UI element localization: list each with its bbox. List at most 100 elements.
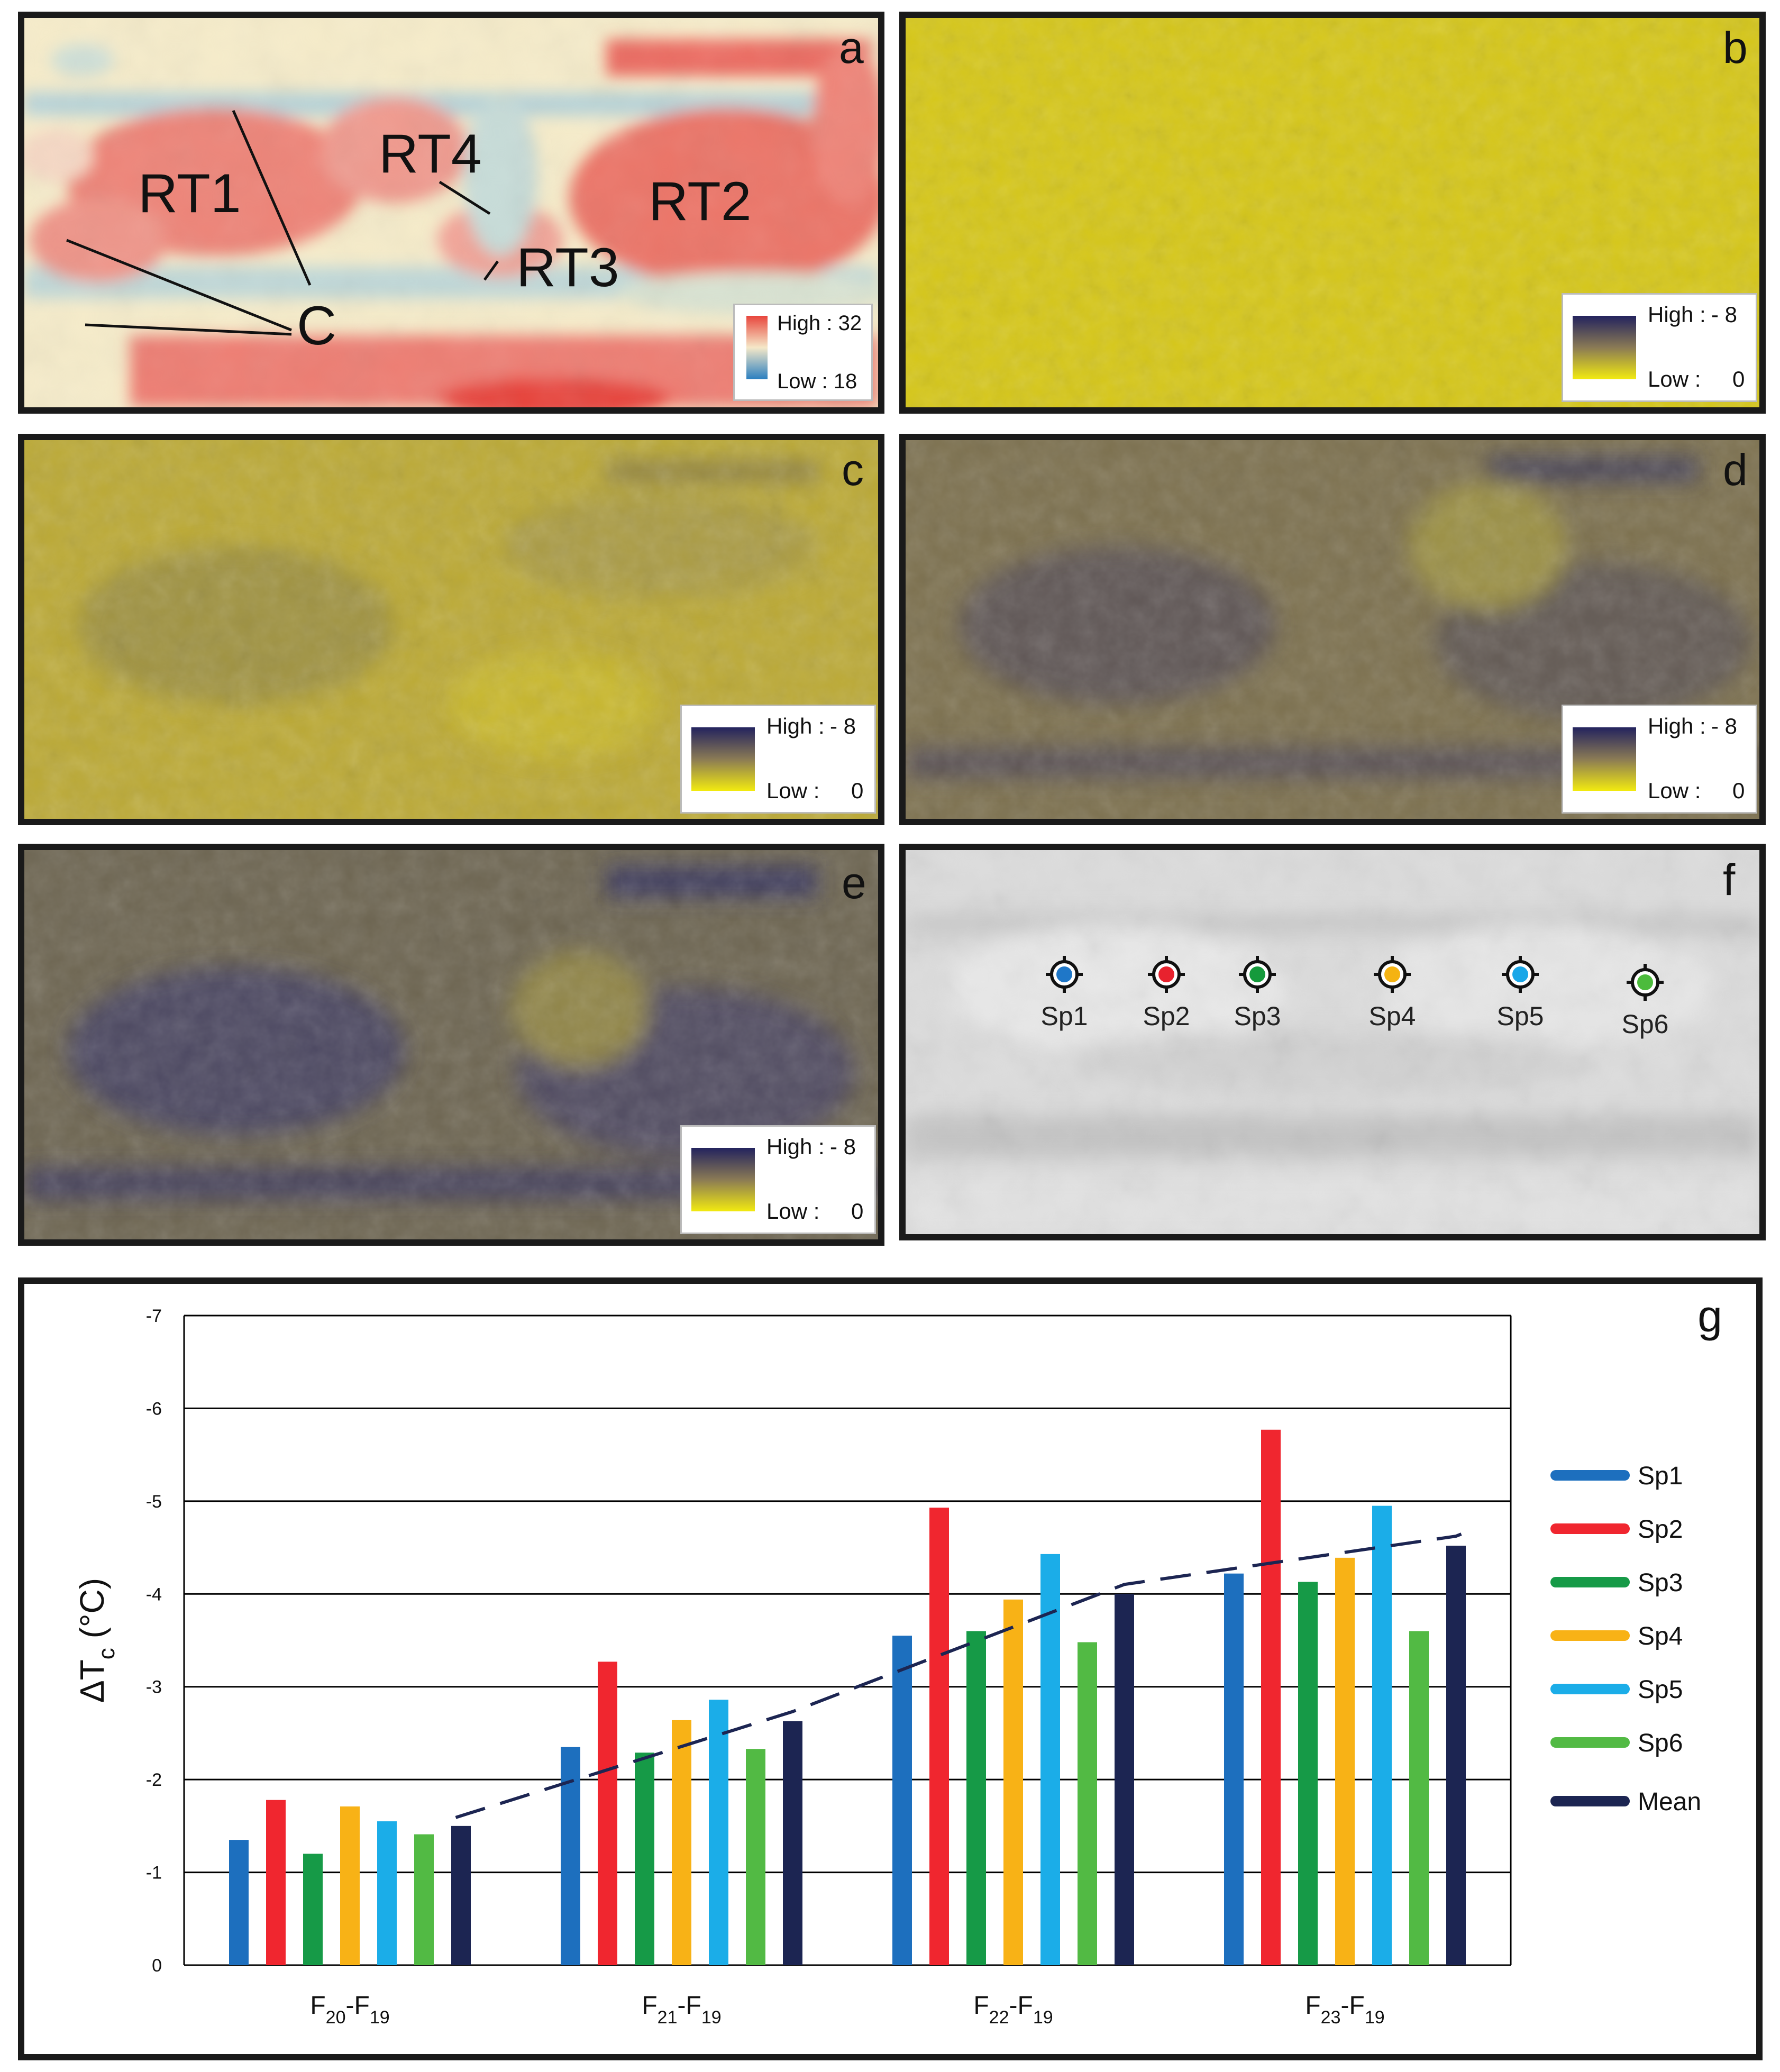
label-rt3: RT3	[516, 237, 619, 298]
legend-low-label-e: Low :	[766, 1199, 820, 1224]
legend-c: High : - 8 Low : 0	[680, 705, 876, 814]
bar-sp4	[1003, 1599, 1023, 1965]
legend-high-label-b: High :	[1648, 302, 1706, 327]
legend-high-value-b: - 8	[1711, 302, 1738, 327]
legend-label-mean: Mean	[1638, 1788, 1701, 1816]
bar-sp5	[1040, 1554, 1060, 1965]
bar-sp4	[1335, 1557, 1355, 1965]
bar-sp3	[635, 1752, 654, 1965]
legend-low-value-d: 0	[1732, 778, 1745, 803]
panel-a: a RT1 RT4 RT2 RT3 C High : 32 Low : 18	[18, 12, 884, 414]
spot-marker-sp6	[1627, 964, 1664, 1001]
y-tick-label: -3	[146, 1677, 162, 1697]
legend-label-sp2: Sp2	[1638, 1516, 1683, 1544]
spot-label-sp3: Sp3	[1234, 1001, 1281, 1031]
legend-high-value-c: - 8	[830, 714, 856, 738]
label-c: C	[297, 295, 337, 357]
legend-a: High : 32 Low : 18	[733, 304, 873, 401]
panel-label-g: g	[1697, 1291, 1722, 1341]
bar-sp5	[1372, 1505, 1392, 1965]
legend-low-label-c: Low :	[766, 778, 820, 803]
bar-sp1	[892, 1636, 912, 1965]
y-tick-label: -2	[146, 1770, 162, 1790]
spot-label-sp2: Sp2	[1143, 1001, 1190, 1031]
legend-high-label-c: High :	[766, 714, 825, 738]
y-tick-label: -1	[146, 1863, 162, 1883]
bar-mean	[1446, 1546, 1466, 1965]
legend-low-value-c: 0	[851, 778, 864, 803]
panel-f: f Sp1 Sp2 Sp3 Sp4 Sp5 Sp6	[899, 844, 1766, 1240]
y-tick-label: -4	[146, 1584, 162, 1604]
bar-sp6	[1409, 1631, 1429, 1965]
panel-d: d High : - 8 Low : 0	[899, 434, 1766, 825]
spot-marker-sp4	[1374, 956, 1411, 993]
panel-e: e High : - 8 Low : 0	[18, 844, 884, 1246]
bar-sp2	[266, 1800, 286, 1965]
legend-high-label-e: High :	[766, 1134, 825, 1159]
legend-e: High : - 8 Low : 0	[680, 1125, 876, 1234]
bar-mean	[1115, 1594, 1134, 1965]
legend-low-label-d: Low :	[1648, 778, 1701, 803]
bar-sp5	[377, 1821, 397, 1965]
legend-ramp-b	[1573, 316, 1636, 379]
legend-label-sp6: Sp6	[1638, 1729, 1683, 1757]
bar-sp6	[1078, 1642, 1097, 1965]
legend-ramp-c	[691, 727, 755, 791]
legend-high-a: High : 32	[777, 312, 862, 335]
legend-label-sp4: Sp4	[1638, 1622, 1683, 1650]
spot-label-sp5: Sp5	[1496, 1001, 1544, 1031]
bar-chart: 0 -1 -2 -3 -4 -5 -6 -7 F20-F19 F21-F19 F22-F19 F23-…	[73, 1291, 1722, 2028]
bar-sp4	[340, 1806, 360, 1965]
x-tick-label: F23-F19	[1305, 1992, 1384, 2028]
bar-sp1	[1224, 1573, 1244, 1965]
legend-ramp-a	[746, 316, 768, 379]
label-rt1: RT1	[138, 163, 241, 224]
panel-label-c: c	[842, 445, 864, 495]
legend-low-value-b: 0	[1732, 367, 1745, 391]
panel-label-f: f	[1723, 855, 1736, 905]
bar-sp2	[929, 1508, 949, 1965]
legend-d: High : - 8 Low : 0	[1562, 705, 1757, 814]
x-tick-label: F21-F19	[642, 1992, 721, 2028]
panel-label-e: e	[842, 858, 866, 908]
legend-label-sp3: Sp3	[1638, 1569, 1683, 1597]
panel-b: b High : - 8 Low : 0	[899, 12, 1766, 414]
legend-ramp-d	[1573, 727, 1636, 791]
bar-mean	[451, 1825, 471, 1965]
bar-sp6	[746, 1749, 765, 1965]
spot-label-sp6: Sp6	[1621, 1009, 1669, 1039]
y-tick-label: -6	[146, 1399, 162, 1419]
bar-sp2	[1261, 1429, 1281, 1965]
bar-sp3	[966, 1631, 986, 1965]
panel-label-a: a	[839, 23, 864, 72]
spot-label-sp4: Sp4	[1368, 1001, 1416, 1031]
bar-mean	[783, 1721, 802, 1965]
y-tick-label: -7	[146, 1306, 162, 1326]
spot-marker-sp3	[1239, 956, 1276, 993]
legend-high-value-e: - 8	[830, 1134, 856, 1159]
grayscale-map-f	[906, 850, 1759, 1234]
spot-marker-sp5	[1502, 956, 1539, 993]
legend-low-a: Low : 18	[777, 370, 857, 393]
bar-sp1	[229, 1840, 249, 1965]
temperature-map-a	[24, 18, 878, 407]
trend-line	[455, 1532, 1462, 1819]
bar-sp4	[672, 1720, 691, 1965]
bar-sp5	[709, 1700, 728, 1965]
legend-ramp-e	[691, 1148, 755, 1211]
spot-label-sp1: Sp1	[1040, 1001, 1088, 1031]
bar-sp2	[598, 1662, 617, 1965]
label-rt2: RT2	[649, 171, 752, 232]
spot-marker-sp2	[1148, 956, 1185, 993]
bar-sp6	[414, 1834, 434, 1965]
label-rt4: RT4	[379, 123, 482, 185]
y-axis-title: ΔTc (°C)	[73, 1578, 120, 1703]
y-tick-label: -5	[146, 1492, 162, 1512]
bar-sp3	[1298, 1582, 1318, 1965]
y-tick-label: 0	[152, 1956, 162, 1976]
legend-label-sp5: Sp5	[1638, 1676, 1683, 1704]
chart-panel-g: 0 -1 -2 -3 -4 -5 -6 -7 F20-F19 F21-F19 F22-F19 F23-…	[18, 1277, 1763, 2060]
legend-low-label-b: Low :	[1648, 367, 1701, 391]
panel-label-b: b	[1723, 23, 1748, 72]
x-tick-label: F22-F19	[973, 1992, 1053, 2028]
